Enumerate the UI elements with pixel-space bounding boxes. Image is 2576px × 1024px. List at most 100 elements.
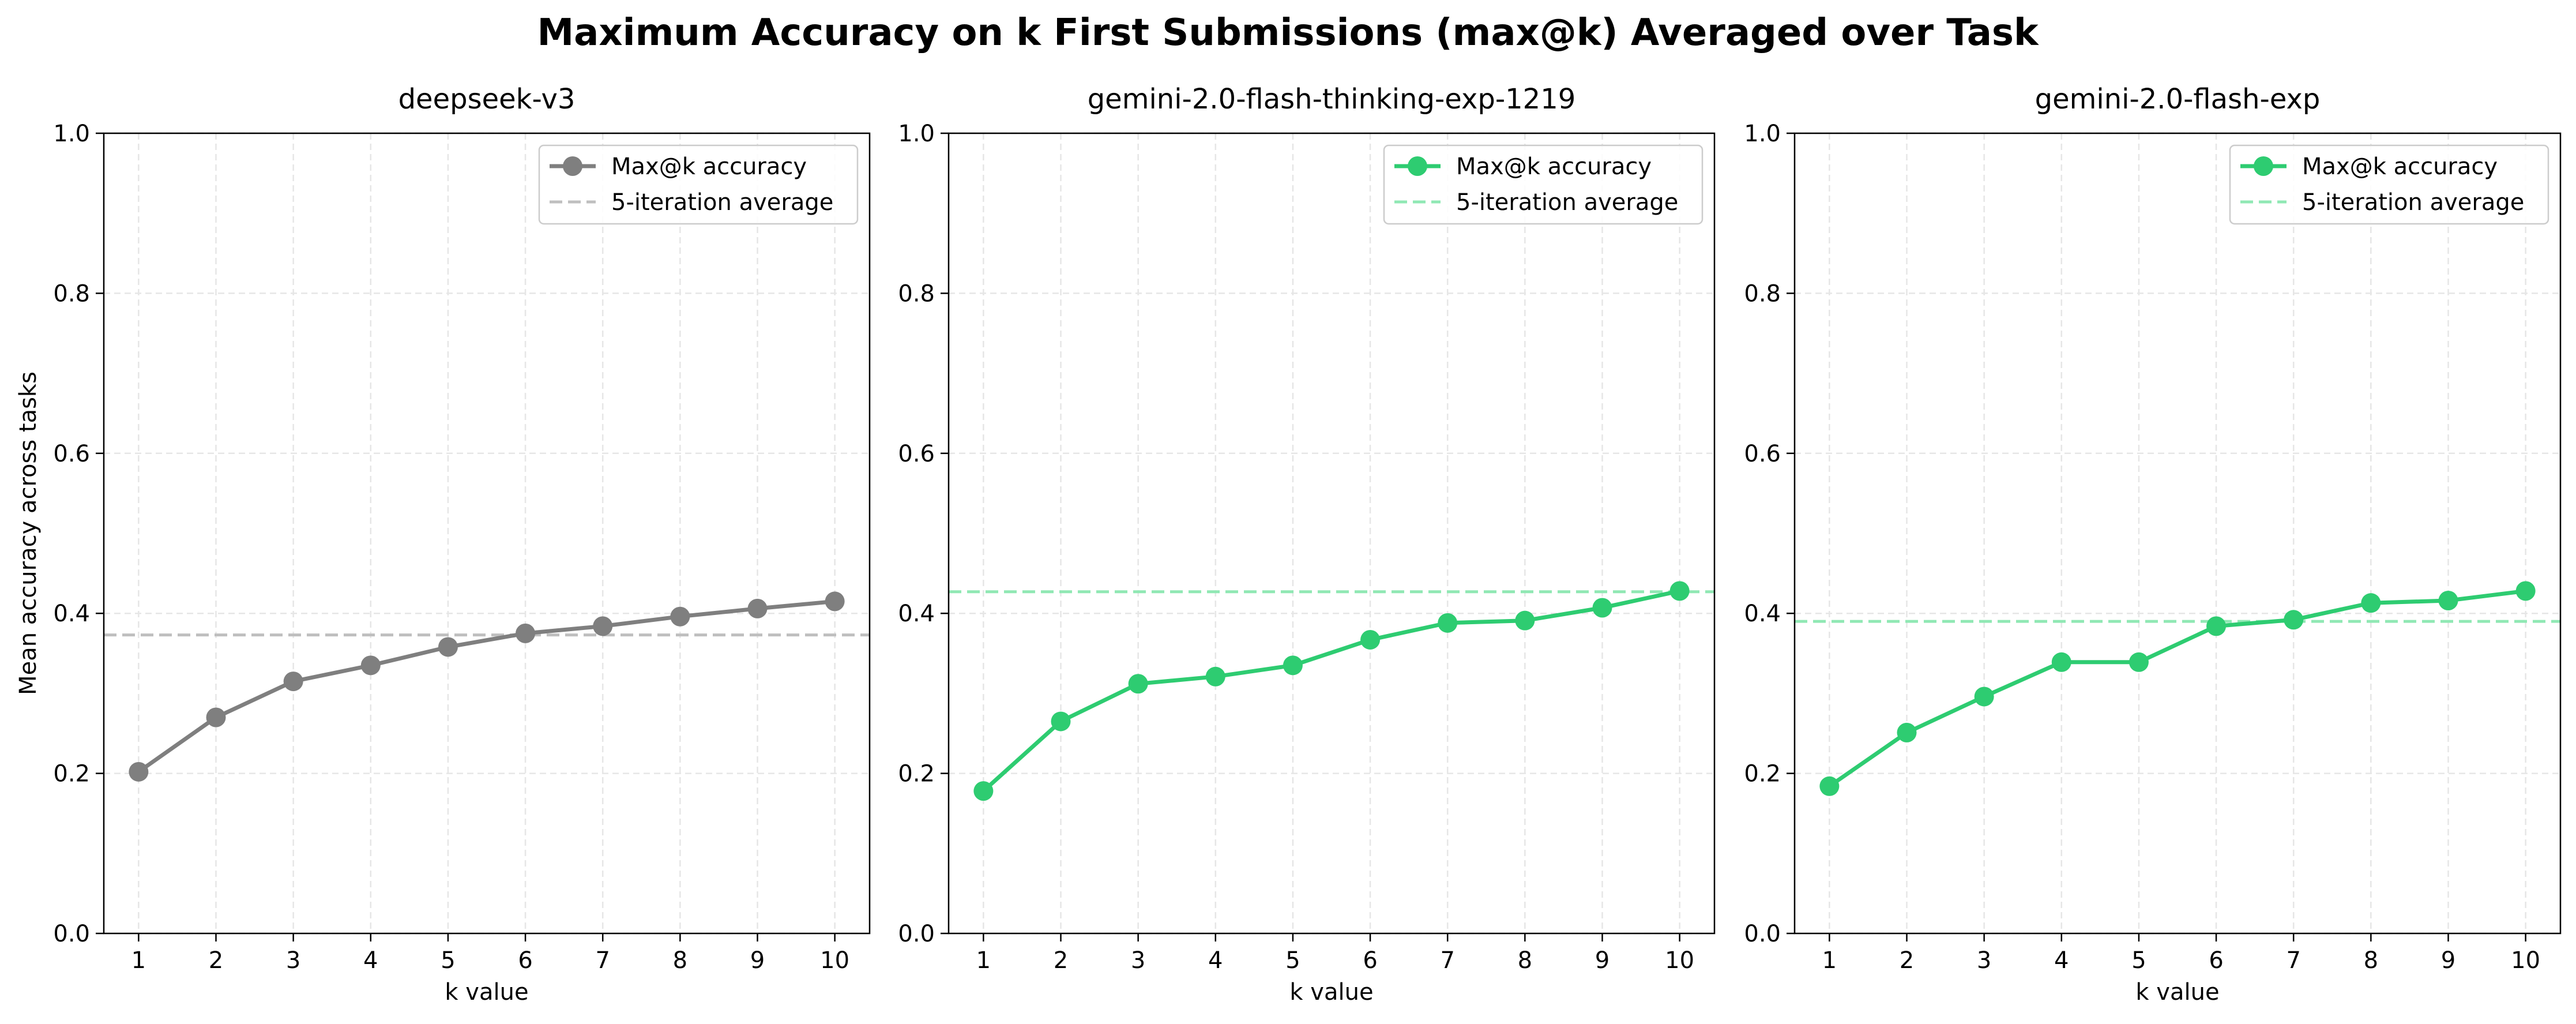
x-tick-label: 8 xyxy=(673,947,687,974)
y-tick-label: 0.8 xyxy=(1744,280,1781,307)
chart-panel-2: 1 2 3 4 5 6 7 8 9 10 0.0 0.2 0.4 0.6 0.8 1.0 gemini-2.0-… xyxy=(898,83,1716,1006)
legend-label-series: Max@k accuracy xyxy=(2302,153,2498,180)
data-point xyxy=(2051,652,2071,672)
data-point xyxy=(1051,711,1071,732)
legend-label-average: 5-iteration average xyxy=(1456,189,1678,216)
y-tick-label: 0.6 xyxy=(1744,441,1781,467)
y-tick-label: 0.8 xyxy=(53,280,90,307)
legend-box xyxy=(538,144,859,225)
data-point xyxy=(1897,722,1917,742)
data-point xyxy=(1592,598,1612,618)
x-axis-label: k value xyxy=(2135,979,2219,1006)
legend-marker-series xyxy=(563,156,582,176)
legend-marker-series xyxy=(2254,156,2273,176)
y-tick-label: 1.0 xyxy=(53,121,90,147)
data-point xyxy=(2438,591,2458,611)
chart-title: gemini-2.0-flash-exp xyxy=(2035,83,2321,115)
y-tick-label: 0.4 xyxy=(1744,601,1781,627)
x-tick-label: 7 xyxy=(1440,947,1454,974)
series-line xyxy=(1828,588,2526,788)
data-point xyxy=(2129,652,2149,672)
x-axis-label: k value xyxy=(445,979,528,1006)
data-point xyxy=(1360,629,1381,650)
data-point xyxy=(360,655,381,676)
x-tick-label: 4 xyxy=(1208,947,1223,974)
y-tick-label: 0.4 xyxy=(53,601,90,627)
x-tick-label: 8 xyxy=(2364,947,2378,974)
x-tick-label: 3 xyxy=(1131,947,1145,974)
data-point xyxy=(1974,687,1994,707)
data-point xyxy=(825,591,845,612)
x-tick-label: 7 xyxy=(2286,947,2300,974)
data-point xyxy=(2284,610,2304,630)
legend: Max@k accuracy 5-iteration average xyxy=(538,144,859,225)
x-tick-label: 3 xyxy=(286,947,300,974)
legend: Max@k accuracy 5-iteration average xyxy=(2229,144,2549,225)
x-tick-label: 10 xyxy=(1665,947,1694,974)
x-tick-label: 2 xyxy=(209,947,223,974)
data-point xyxy=(1669,581,1690,601)
chart-panel-1: 1 2 3 4 5 6 7 8 9 10 0.0 0.2 0.4 0.6 0.8 1.0 deepseek-v3… xyxy=(15,83,871,1006)
x-tick-label: 1 xyxy=(1822,947,1837,974)
data-point xyxy=(129,762,149,782)
data-point xyxy=(1128,674,1148,694)
y-tick-label: 0.6 xyxy=(53,441,90,467)
data-point xyxy=(1438,613,1458,633)
chart-title: gemini-2.0-flash-thinking-exp-1219 xyxy=(1088,83,1576,115)
x-tick-label: 5 xyxy=(1285,947,1300,974)
y-tick-label: 0.8 xyxy=(898,280,935,307)
x-tick-label: 5 xyxy=(441,947,455,974)
data-point xyxy=(670,606,690,627)
data-point xyxy=(2361,593,2381,613)
data-point xyxy=(206,707,226,727)
x-tick-label: 4 xyxy=(363,947,378,974)
x-tick-label: 6 xyxy=(1363,947,1377,974)
figure-suptitle: Maximum Accuracy on k First Submissions … xyxy=(537,12,2039,54)
data-point xyxy=(973,781,994,801)
legend-box xyxy=(2229,144,2549,225)
x-tick-label: 10 xyxy=(2511,947,2540,974)
y-tick-label: 0.4 xyxy=(898,601,935,627)
data-point xyxy=(593,616,613,636)
plot-frame xyxy=(947,132,1716,935)
x-tick-label: 1 xyxy=(131,947,146,974)
legend-box xyxy=(1383,144,1703,225)
x-tick-label: 9 xyxy=(750,947,765,974)
y-tick-label: 0.2 xyxy=(1744,761,1781,787)
legend-label-series: Max@k accuracy xyxy=(611,153,807,180)
x-tick-label: 4 xyxy=(2054,947,2069,974)
x-tick-label: 5 xyxy=(2131,947,2146,974)
legend-label-average: 5-iteration average xyxy=(611,189,833,216)
data-point xyxy=(1205,666,1225,687)
data-point xyxy=(438,637,458,657)
plot-frame xyxy=(103,132,871,935)
plot-frame xyxy=(1793,132,2562,935)
legend: Max@k accuracy 5-iteration average xyxy=(1383,144,1703,225)
x-tick-label: 6 xyxy=(518,947,532,974)
x-tick-label: 1 xyxy=(976,947,991,974)
x-tick-label: 10 xyxy=(820,947,849,974)
legend-label-average: 5-iteration average xyxy=(2302,189,2524,216)
x-tick-label: 9 xyxy=(2441,947,2455,974)
data-point xyxy=(1515,610,1535,631)
data-point xyxy=(1819,776,1840,796)
y-tick-label: 0.2 xyxy=(898,761,935,787)
x-tick-label: 3 xyxy=(1977,947,1991,974)
y-tick-label: 0.0 xyxy=(53,921,90,947)
y-axis-label: Mean accuracy across tasks xyxy=(15,372,42,695)
y-tick-label: 0.6 xyxy=(898,441,935,467)
x-tick-label: 2 xyxy=(1054,947,1068,974)
y-tick-label: 1.0 xyxy=(1744,121,1781,147)
legend-marker-series xyxy=(1408,156,1427,176)
series-line xyxy=(137,599,835,774)
x-tick-label: 9 xyxy=(1595,947,1609,974)
y-tick-label: 0.0 xyxy=(898,921,935,947)
x-tick-label: 6 xyxy=(2209,947,2223,974)
x-tick-label: 7 xyxy=(595,947,610,974)
x-tick-label: 8 xyxy=(1518,947,1532,974)
chart-title: deepseek-v3 xyxy=(398,83,576,115)
legend-label-series: Max@k accuracy xyxy=(1456,153,1652,180)
y-tick-label: 1.0 xyxy=(898,121,935,147)
